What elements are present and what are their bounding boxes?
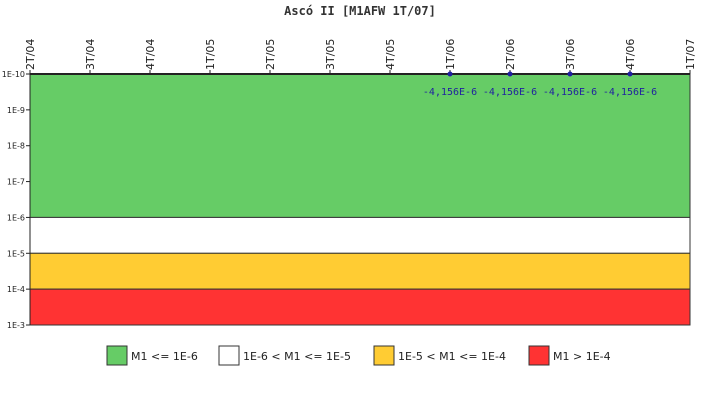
legend-layer: M1 <= 1E-6 1E-6 < M1 <= 1E-5 1E-5 < M1 <= …	[106, 345, 611, 366]
y-tick-label: 1E-9	[7, 106, 25, 115]
data-point	[627, 71, 633, 77]
band-3	[29, 288, 691, 326]
legend-label: 1E-6 < M1 <= 1E-5	[243, 350, 351, 363]
y-tick-label: 1E-8	[7, 142, 25, 151]
band-1	[29, 216, 691, 254]
data-label: -4,156E-6	[543, 87, 597, 98]
data-label: -4,156E-6	[423, 87, 477, 98]
x-tick-label: 1T/06	[444, 39, 457, 70]
x-tick-label: 4T/06	[624, 39, 637, 70]
y-tick-label: 1E-4	[7, 285, 25, 294]
data-point	[507, 71, 513, 77]
x-tick-label: 3T/04	[84, 39, 97, 70]
band-0	[29, 73, 691, 218]
x-tick-label: 3T/05	[324, 39, 337, 70]
legend-swatch	[528, 345, 550, 366]
chart-title: Ascó II [M1AFW 1T/07]	[284, 4, 436, 18]
x-tick-label: 4T/05	[384, 39, 397, 70]
legend-label: 1E-5 < M1 <= 1E-4	[398, 350, 506, 363]
y-tick-label: 1E-6	[7, 213, 25, 222]
points-layer: -4,156E-6 -4,156E-6 -4,156E-6 -4,156E-6	[423, 71, 657, 98]
y-tick-label: 1E-7	[7, 178, 25, 187]
data-point	[447, 71, 453, 77]
x-tick-label: 4T/04	[144, 39, 157, 70]
band-2	[29, 252, 691, 290]
y-tick-label: 1E-3	[7, 321, 25, 330]
x-tick-label: 2T/06	[504, 39, 517, 70]
x-tick-label: 2T/05	[264, 39, 277, 70]
x-tick-label: 1T/07	[684, 39, 697, 70]
legend-label: M1 > 1E-4	[553, 350, 611, 363]
bands-layer	[29, 73, 691, 326]
legend-swatch	[373, 345, 395, 366]
x-tick-label: 3T/06	[564, 39, 577, 70]
axis-layer: 2T/04 3T/04 4T/04 1T/05 2T/05 3T/05 4T/05 1T/06…	[2, 39, 697, 330]
y-tick-label: 1E-10	[2, 70, 25, 79]
y-tick-label: 1E-5	[7, 249, 25, 258]
data-label: -4,156E-6	[603, 87, 657, 98]
legend-swatch	[106, 345, 128, 366]
x-tick-label: 1T/05	[204, 39, 217, 70]
data-label: -4,156E-6	[483, 87, 537, 98]
data-point	[567, 71, 573, 77]
legend-label: M1 <= 1E-6	[131, 350, 198, 363]
legend-swatch	[218, 345, 240, 366]
x-tick-label: 2T/04	[24, 39, 37, 70]
